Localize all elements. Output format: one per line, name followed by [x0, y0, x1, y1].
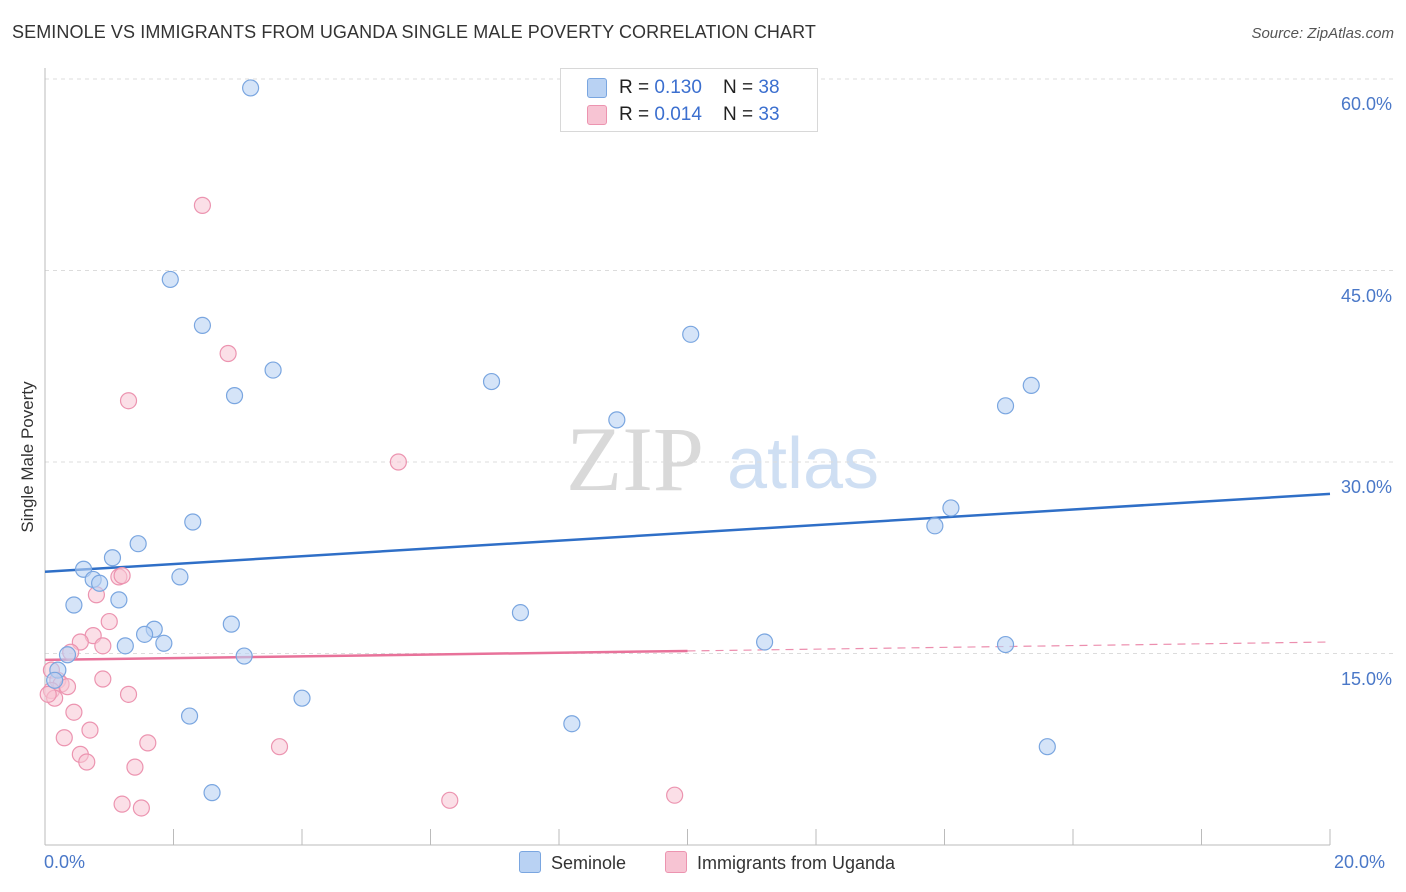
- y-tick-label: 15.0%: [1340, 668, 1392, 689]
- seminole-point: [511, 604, 530, 622]
- uganda-point: [270, 738, 289, 756]
- seminole-point: [222, 615, 240, 633]
- seminole-point: [129, 535, 147, 553]
- legend-label-seminole: Seminole: [551, 853, 627, 873]
- legend-item-seminole: Seminole: [519, 851, 626, 874]
- y-tick-label: 30.0%: [1340, 477, 1392, 497]
- uganda-legend-swatch: [665, 851, 687, 873]
- trend-line-seminole: [44, 492, 1331, 574]
- uganda-point: [139, 734, 157, 752]
- seminole-point: [755, 633, 774, 651]
- chart-title: SEMINOLE VS IMMIGRANTS FROM UGANDA SINGL…: [12, 22, 817, 42]
- seminole-point: [46, 671, 64, 689]
- trend-line-uganda-projection: [687, 641, 1331, 652]
- seminole-point: [1038, 738, 1056, 756]
- n-label: N =: [723, 77, 759, 98]
- uganda-point: [113, 795, 131, 813]
- seminole-point: [58, 646, 77, 664]
- uganda-point: [193, 196, 212, 214]
- uganda-point: [65, 703, 83, 721]
- seminole-point: [608, 411, 626, 429]
- uganda-point: [666, 786, 684, 804]
- r-label: R =: [619, 104, 655, 125]
- trend-line-uganda: [44, 649, 688, 662]
- x-tick-label-max: 20.0%: [1334, 852, 1386, 872]
- uganda-swatch: [587, 105, 607, 125]
- seminole-point: [682, 325, 700, 343]
- legend-item-uganda: Immigrants from Uganda: [665, 851, 895, 874]
- y-tick-label: 60.0%: [1340, 94, 1392, 114]
- seminole-point: [996, 635, 1015, 654]
- seminole-point: [242, 79, 260, 97]
- uganda-point: [78, 753, 96, 771]
- seminole-point: [110, 591, 128, 609]
- seminole-point: [996, 397, 1015, 415]
- seminole-point: [482, 372, 501, 391]
- seminole-point: [65, 596, 83, 614]
- seminole-point: [926, 517, 944, 535]
- uganda-point: [126, 758, 144, 776]
- r-label: R =: [619, 77, 655, 98]
- watermark-zip: ZIP: [566, 408, 704, 510]
- uganda-point: [113, 567, 131, 585]
- seminole-swatch: [587, 78, 607, 98]
- uganda-point: [94, 637, 112, 655]
- seminole-point: [91, 574, 109, 592]
- source-credit: Source: ZipAtlas.com: [1251, 25, 1394, 42]
- watermark-atlas: atlas: [727, 424, 879, 504]
- seminole-point: [942, 499, 960, 517]
- seminole-point: [264, 361, 282, 379]
- n-value: 33: [758, 104, 780, 125]
- uganda-point: [132, 799, 150, 817]
- uganda-point: [100, 612, 118, 631]
- uganda-point: [94, 670, 112, 688]
- r-value: 0.014: [654, 104, 702, 125]
- uganda-point: [441, 791, 459, 809]
- legend-label-uganda: Immigrants from Uganda: [697, 853, 896, 873]
- seminole-point: [103, 549, 122, 567]
- uganda-point: [389, 453, 407, 471]
- uganda-point: [81, 721, 99, 739]
- seminole-point: [171, 568, 189, 586]
- seminole-point: [293, 689, 311, 707]
- seminole-point: [235, 647, 253, 665]
- seminole-point: [155, 634, 173, 652]
- seminole-legend-swatch: [519, 851, 541, 873]
- uganda-point: [119, 685, 138, 703]
- uganda-point: [219, 344, 237, 363]
- seminole-point: [225, 387, 244, 405]
- stats-legend: R = 0.130 N = 38 R = 0.014 N = 33: [560, 68, 818, 132]
- n-label: N =: [723, 104, 759, 125]
- seminole-point: [184, 513, 202, 531]
- seminole-point: [161, 270, 179, 289]
- seminole-point: [203, 784, 221, 802]
- seminole-point: [563, 715, 581, 733]
- seminole-point: [135, 625, 154, 643]
- seminole-point: [1022, 376, 1040, 394]
- uganda-point: [119, 392, 138, 410]
- r-value: 0.130: [654, 77, 702, 98]
- seminole-point: [193, 316, 212, 334]
- n-value: 38: [758, 77, 780, 98]
- seminole-point: [116, 637, 134, 655]
- uganda-point: [39, 685, 57, 703]
- x-tick-label-min: 0.0%: [44, 852, 86, 872]
- y-tick-label: 45.0%: [1340, 285, 1392, 306]
- seminole-point: [180, 707, 199, 725]
- uganda-point: [55, 729, 73, 747]
